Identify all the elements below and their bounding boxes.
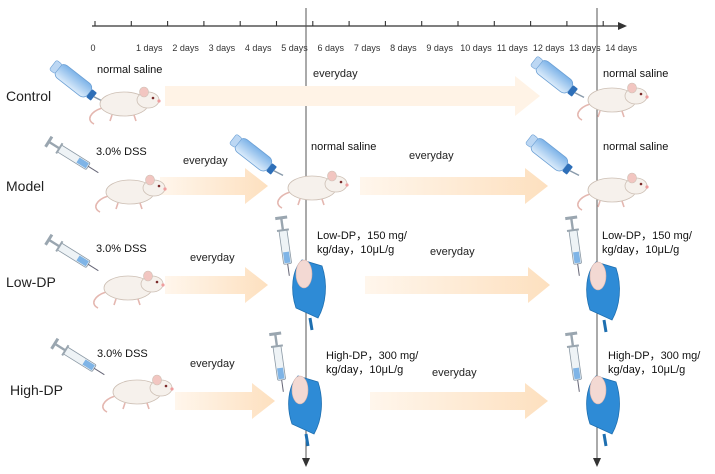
lowdp-syringe-mid [274,215,296,278]
highdp-hand-end [585,374,621,448]
control-frequency: everyday [313,68,358,80]
highdp-phase2-arrow [370,383,548,419]
timeline-tick-label: 10 days [460,43,492,53]
model-mouse-mid [277,170,350,209]
model-mid-agent: normal saline [311,141,377,153]
highdp-end-agent-line1: High-DP，300 mg/ [608,350,701,362]
model-bottle-mid [227,131,288,184]
highdp-phase1-arrow [175,383,275,419]
highdp-mouse-start [102,374,175,413]
timeline-tick-label: 0 [90,43,95,53]
lowdp-phase1-frequency: everyday [190,252,235,264]
timeline-tick-label: 12 days [533,43,565,53]
group-label-highdp: High-DP [10,382,63,398]
timeline-tick-label: 7 days [354,43,381,53]
highdp-end-agent-line2: kg/day，10μL/g [608,364,686,376]
timeline-tick-labels: 0 1 days 2 days 3 days 4 days 5 days 6 days 7 d… [90,43,637,53]
timeline-tick-label: 13 days [569,43,601,53]
lowdp-mid-agent-line2: kg/day，10μL/g [317,244,395,256]
lowdp-hand-end [585,260,621,334]
lowdp-end-agent-line1: Low-DP，150 mg/ [602,230,692,242]
timeline-tick-label: 4 days [245,43,272,53]
lowdp-phase2-frequency: everyday [430,246,475,258]
timeline-tick-label: 1 days [136,43,163,53]
timeline-tick-label: 11 days [497,43,528,53]
timeline-tick-label: 14 days [605,43,637,53]
phase-line-day7-arrowhead [302,458,310,467]
control-end-agent: normal saline [603,68,669,80]
highdp-syringe-end [564,331,586,394]
control-flow-arrow [165,76,540,116]
timeline-ticks [94,21,604,26]
phase-line-day14-arrowhead [593,458,601,467]
model-mouse-start [95,174,168,213]
lowdp-syringe-end [564,215,586,278]
highdp-start-agent: 3.0% DSS [97,348,148,360]
timeline-tick-label: 6 days [318,43,345,53]
timeline-tick-label: 9 days [426,43,453,53]
highdp-phase1-frequency: everyday [190,358,235,370]
model-syringe-start [43,135,103,179]
timeline-arrowhead [618,22,627,30]
timeline-tick-label: 8 days [390,43,417,53]
model-start-agent: 3.0% DSS [96,146,147,158]
model-mouse-end [577,172,650,211]
highdp-mid-agent-line1: High-DP，300 mg/ [326,350,419,362]
lowdp-phase1-arrow [165,267,268,303]
timeline-tick-label: 5 days [281,43,308,53]
lowdp-mid-agent-line1: Low-DP，150 mg/ [317,230,407,242]
control-mouse-end [577,82,650,121]
lowdp-hand-mid [291,258,327,332]
lowdp-syringe-start [43,233,103,277]
model-end-agent: normal saline [603,141,669,153]
highdp-mid-agent-line2: kg/day，10μL/g [326,364,404,376]
control-mouse-start [89,86,162,125]
highdp-hand-mid [287,374,323,448]
timeline-tick-label: 3 days [209,43,236,53]
model-phase2-arrow [360,168,548,204]
highdp-phase2-frequency: everyday [432,367,477,379]
group-label-control: Control [6,88,52,104]
control-start-agent: normal saline [97,64,163,76]
highdp-syringe-mid [268,331,290,394]
lowdp-mouse-start [93,270,166,309]
lowdp-phase2-arrow [365,267,550,303]
group-label-lowdp: Low-DP [6,274,56,290]
lowdp-end-agent-line2: kg/day，10μL/g [602,244,680,256]
lowdp-start-agent: 3.0% DSS [96,243,147,255]
model-phase2-frequency: everyday [409,150,454,162]
group-label-model: Model [6,178,45,194]
model-phase1-arrow [160,168,268,204]
timeline-tick-label: 2 days [172,43,199,53]
model-phase1-frequency: everyday [183,155,228,167]
